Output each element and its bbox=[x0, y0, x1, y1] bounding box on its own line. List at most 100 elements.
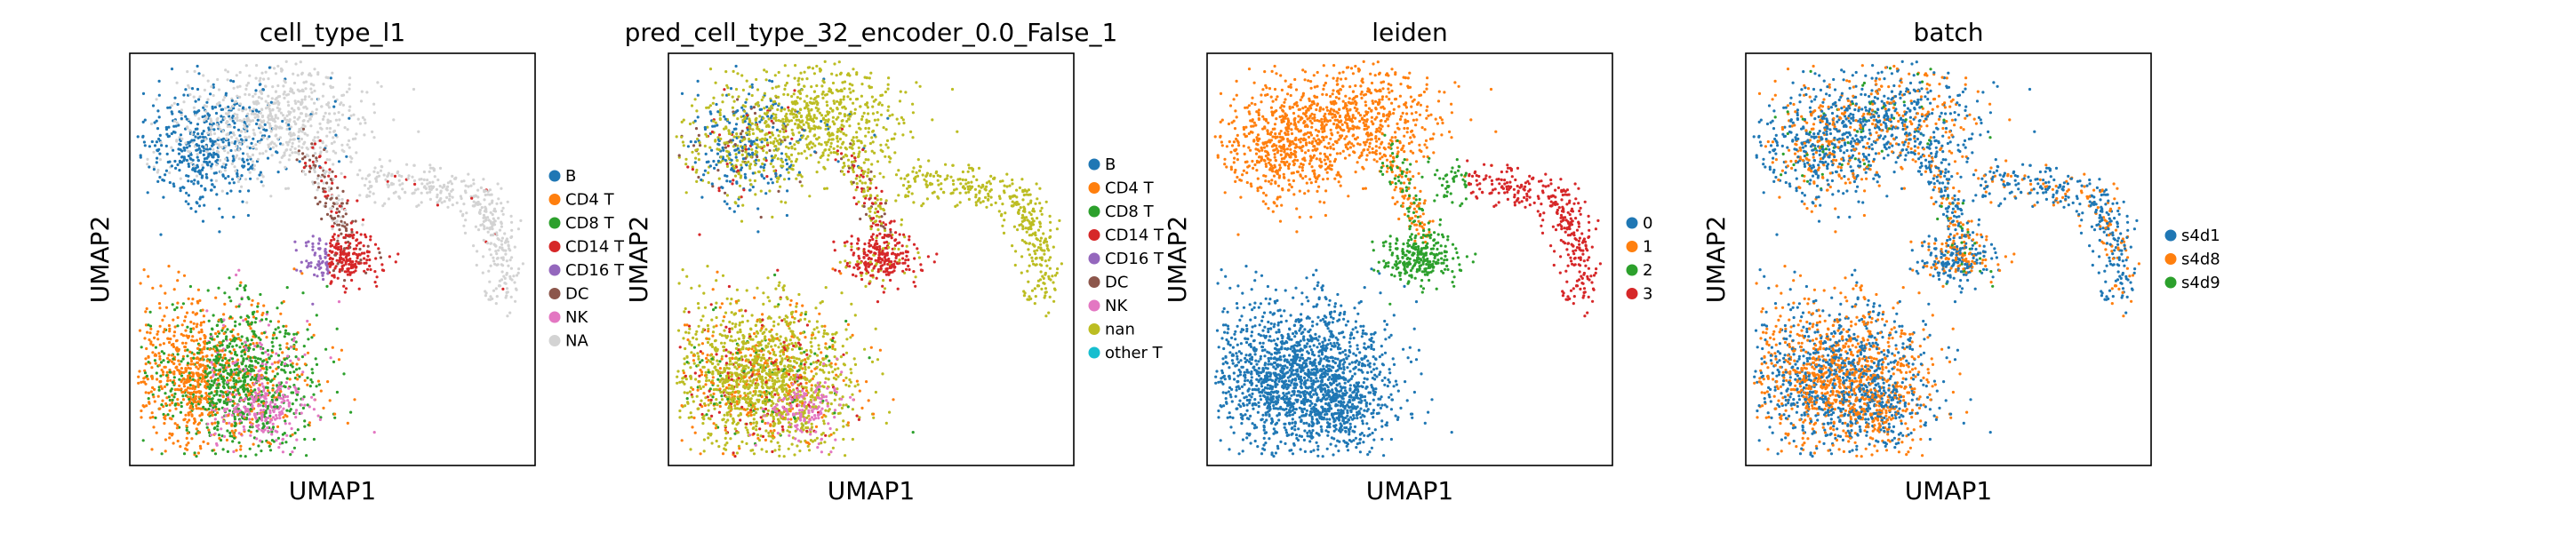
scatter-point bbox=[196, 361, 199, 364]
scatter-point bbox=[742, 188, 746, 192]
scatter-point bbox=[163, 328, 166, 331]
scatter-point bbox=[721, 157, 725, 161]
scatter-point bbox=[784, 84, 788, 87]
scatter-point bbox=[836, 107, 839, 110]
legend-marker bbox=[548, 194, 561, 205]
scatter-point bbox=[696, 147, 700, 151]
scatter-point bbox=[740, 153, 744, 156]
scatter-point bbox=[228, 359, 231, 362]
scatter-point bbox=[697, 133, 700, 137]
scatter-point bbox=[262, 331, 266, 335]
scatter-point bbox=[308, 166, 313, 170]
scatter-point bbox=[225, 407, 229, 410]
scatter-point bbox=[876, 123, 879, 127]
scatter-point bbox=[196, 127, 199, 131]
scatter-point bbox=[258, 383, 261, 386]
scatter-point bbox=[243, 428, 246, 432]
scatter-point bbox=[147, 391, 150, 394]
scatter-point bbox=[693, 161, 697, 164]
scatter-point bbox=[159, 284, 163, 288]
scatter-point bbox=[310, 98, 314, 101]
scatter-point bbox=[500, 187, 503, 190]
scatter-point bbox=[209, 132, 212, 136]
scatter-point bbox=[172, 414, 175, 418]
scatter-point bbox=[289, 138, 292, 141]
scatter-point bbox=[202, 153, 205, 156]
scatter-point bbox=[800, 175, 804, 179]
scatter-point bbox=[420, 182, 424, 186]
scatter-point bbox=[147, 323, 150, 327]
scatter-point bbox=[284, 187, 288, 190]
scatter-point bbox=[200, 418, 204, 422]
scatter-point bbox=[867, 112, 870, 115]
scatter-point bbox=[240, 297, 244, 301]
scatter-point bbox=[245, 120, 249, 123]
scatter-point bbox=[259, 395, 262, 399]
scatter-point bbox=[776, 147, 780, 151]
scatter-point bbox=[719, 137, 723, 140]
scatter-point bbox=[870, 136, 874, 139]
scatter-point bbox=[334, 151, 338, 155]
scatter-point bbox=[255, 102, 259, 106]
scatter-point bbox=[864, 126, 868, 131]
scatter-point bbox=[337, 245, 340, 249]
scatter-point bbox=[836, 152, 839, 155]
scatter-point bbox=[139, 282, 142, 285]
scatter-point bbox=[179, 445, 182, 449]
scatter-point bbox=[843, 87, 846, 91]
scatter-point bbox=[224, 390, 228, 394]
scatter-point bbox=[148, 310, 152, 314]
scatter-point bbox=[268, 112, 272, 115]
scatter-point bbox=[307, 119, 310, 123]
scatter-point bbox=[257, 378, 260, 381]
scatter-point bbox=[187, 141, 190, 145]
scatter-point bbox=[183, 319, 187, 322]
scatter-point bbox=[267, 101, 270, 106]
scatter-point bbox=[188, 150, 191, 154]
scatter-point bbox=[756, 88, 760, 91]
scatter-point bbox=[264, 84, 268, 88]
scatter-point bbox=[729, 87, 733, 91]
scatter-point bbox=[215, 393, 219, 396]
scatter-point bbox=[479, 186, 484, 189]
scatter-point bbox=[235, 137, 238, 140]
scatter-point bbox=[276, 64, 280, 68]
scatter-point bbox=[488, 248, 492, 251]
scatter-point bbox=[340, 143, 344, 147]
scatter-point bbox=[238, 419, 242, 423]
scatter-point bbox=[340, 148, 344, 152]
scatter-point bbox=[815, 84, 819, 88]
scatter-point bbox=[260, 331, 264, 335]
scatter-point bbox=[335, 207, 339, 211]
scatter-point bbox=[244, 410, 247, 414]
scatter-point bbox=[877, 215, 881, 219]
scatter-point bbox=[188, 86, 191, 90]
scatter-point bbox=[158, 407, 162, 410]
scatter-point bbox=[732, 69, 735, 73]
scatter-point bbox=[143, 371, 148, 375]
scatter-point bbox=[220, 320, 224, 323]
scatter-point bbox=[297, 152, 300, 155]
scatter-point bbox=[764, 137, 767, 140]
scatter-point bbox=[751, 128, 755, 131]
scatter-point bbox=[756, 155, 759, 159]
scatter-point bbox=[156, 332, 159, 336]
scatter-point bbox=[829, 90, 833, 93]
scatter-point bbox=[354, 137, 357, 140]
scatter-point bbox=[496, 182, 500, 186]
scatter-point bbox=[379, 169, 383, 172]
scatter-point bbox=[849, 98, 852, 101]
scatter-point bbox=[346, 143, 349, 147]
scatter-point bbox=[172, 185, 176, 188]
scatter-point bbox=[436, 178, 440, 182]
scatter-point bbox=[324, 76, 328, 79]
scatter-point bbox=[855, 174, 859, 178]
scatter-point bbox=[956, 130, 959, 133]
scatter-point bbox=[187, 297, 190, 300]
scatter-point bbox=[171, 398, 174, 402]
scatter-point bbox=[284, 324, 288, 328]
scatter-point bbox=[288, 378, 292, 381]
scatter-point bbox=[313, 68, 316, 71]
scatter-point bbox=[196, 299, 199, 303]
scatter-point bbox=[210, 361, 213, 364]
